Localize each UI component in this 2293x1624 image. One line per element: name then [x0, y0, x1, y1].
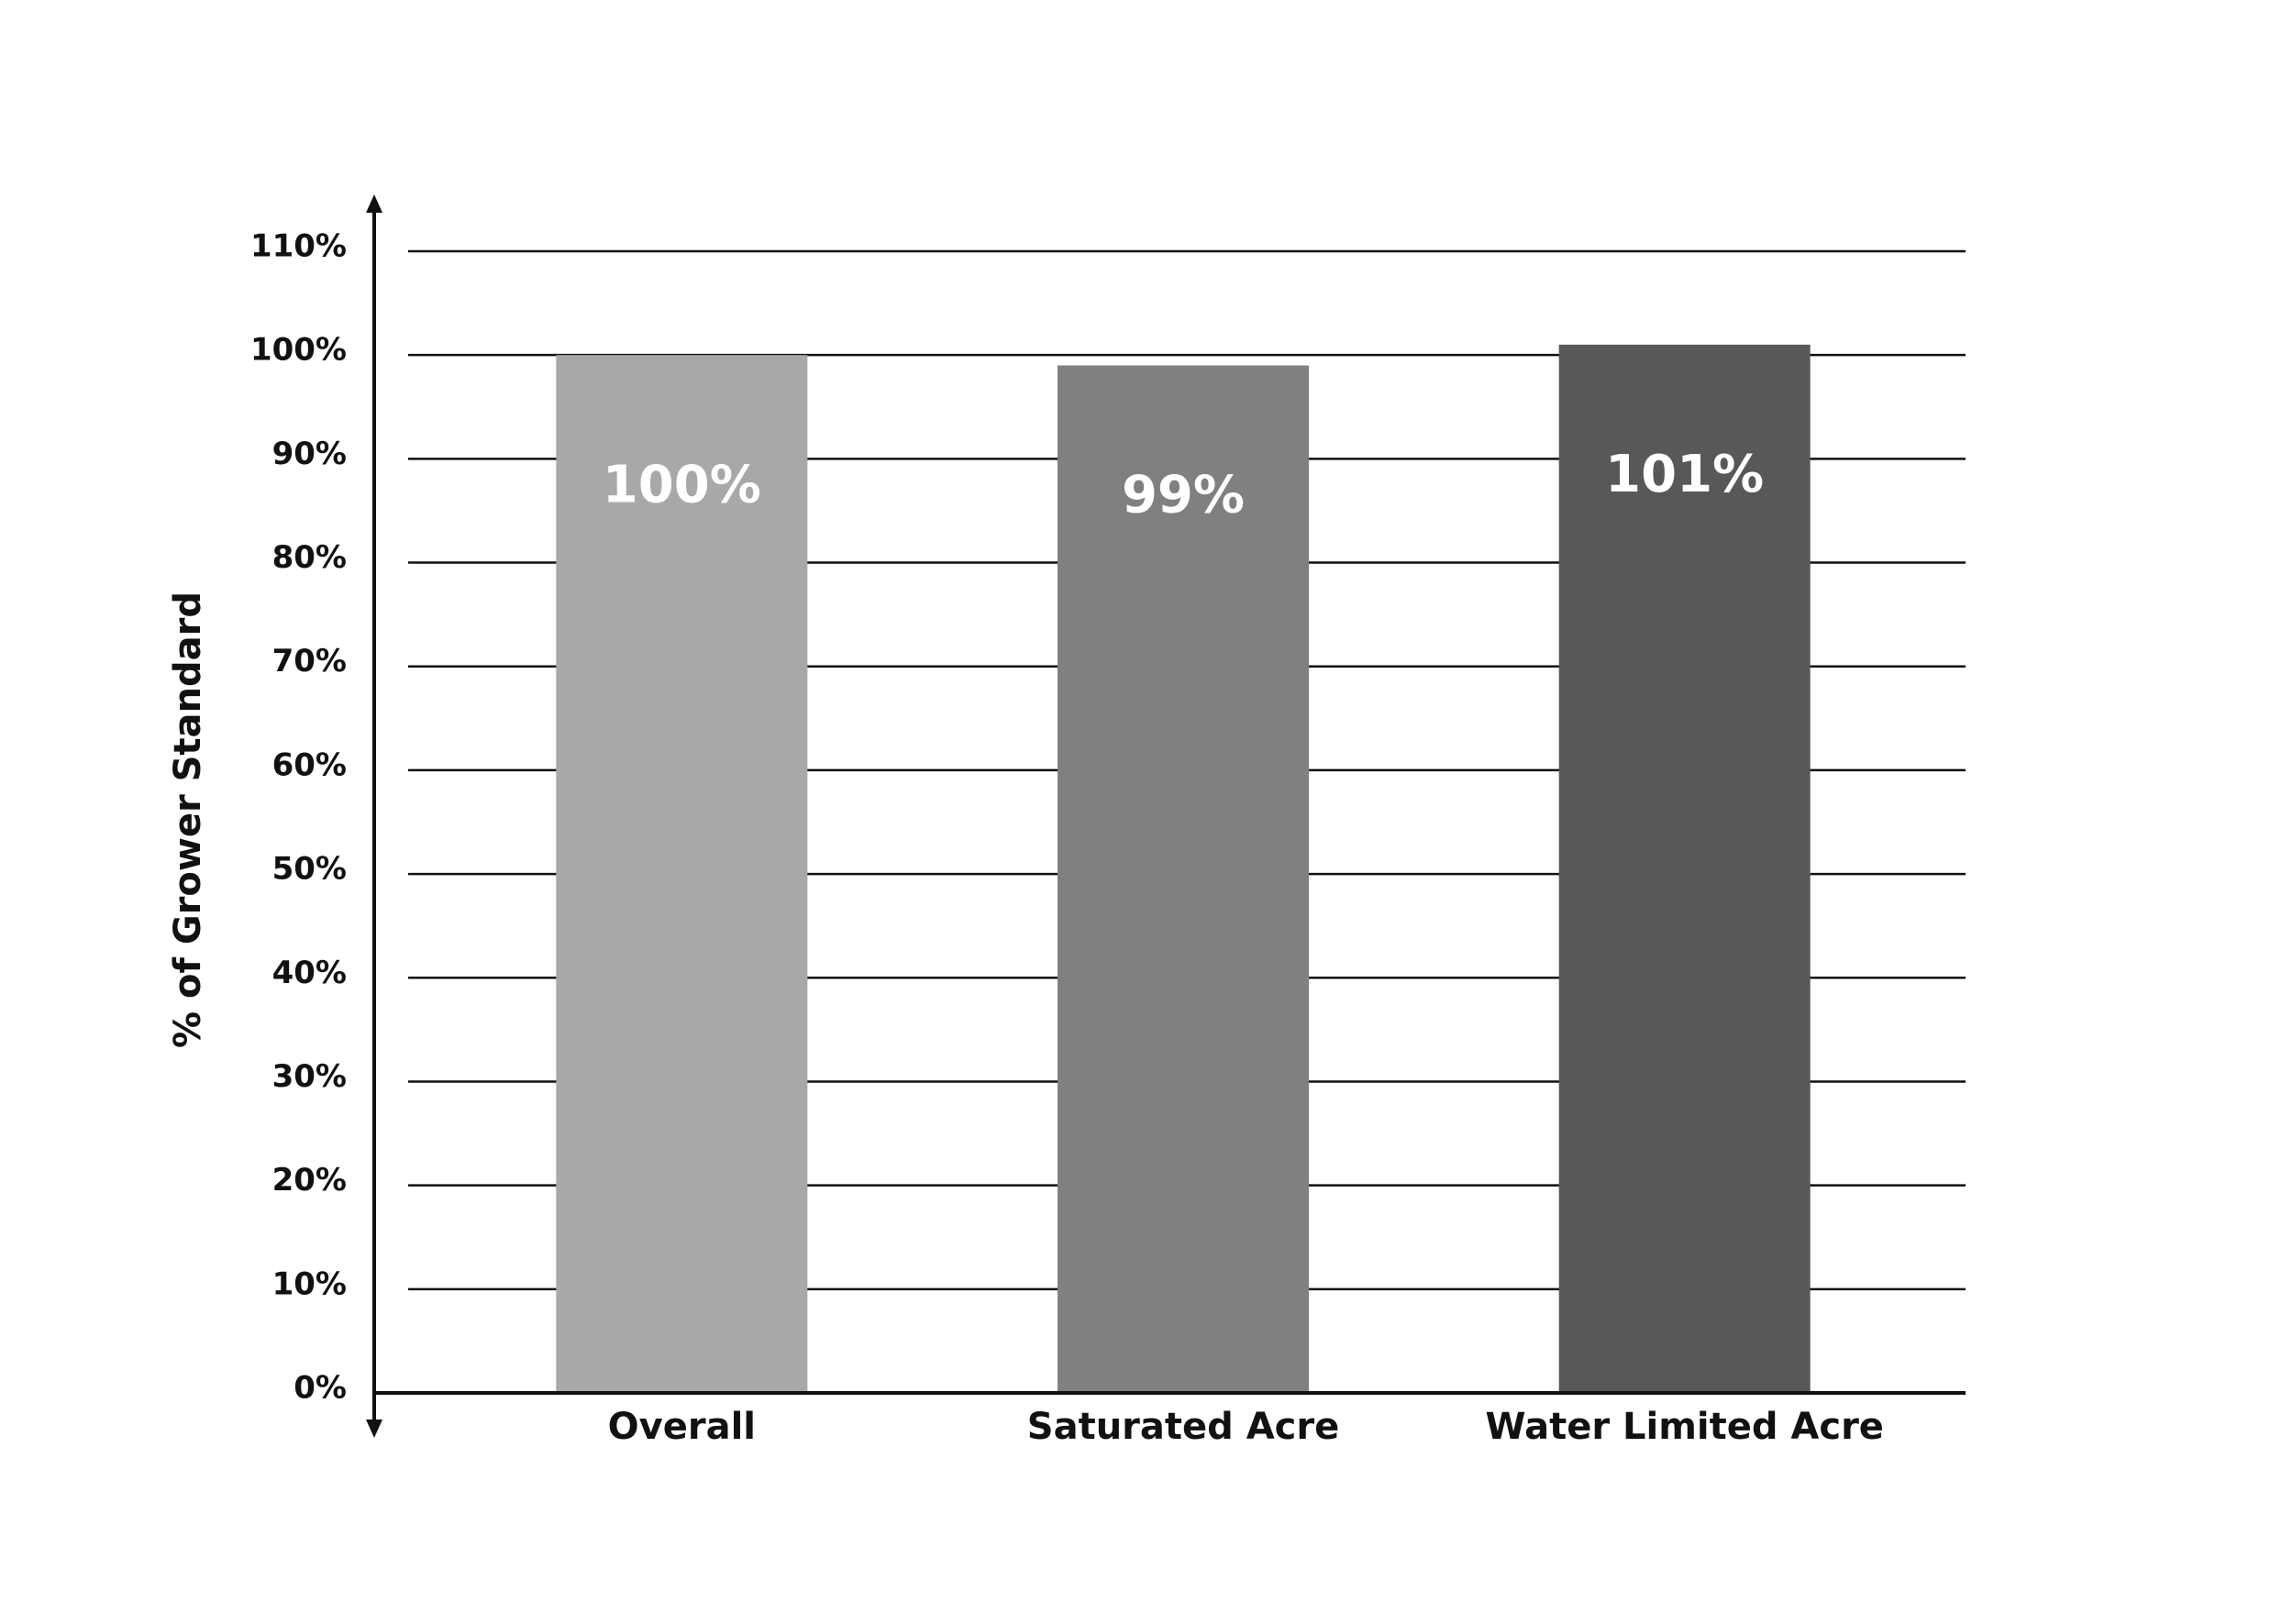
y-tick-label: 20%	[272, 1162, 347, 1199]
y-tick-label: 80%	[272, 539, 347, 576]
y-tick-label: 50%	[272, 851, 347, 888]
y-tick-label: 40%	[272, 955, 347, 991]
x-tick-label: Saturated Acre	[1027, 1406, 1339, 1448]
y-tick-label: 10%	[272, 1265, 347, 1302]
value-label: 101%	[1605, 445, 1764, 504]
y-tick-label: 30%	[272, 1058, 347, 1095]
bar	[1058, 365, 1309, 1393]
value-label: 100%	[603, 455, 761, 514]
y-tick-label: 90%	[272, 436, 347, 472]
y-axis-label: % of Grower Standard	[167, 591, 209, 1048]
axis-arrow-down	[366, 1420, 382, 1438]
x-tick-label: Overall	[608, 1406, 756, 1448]
x-tick-label: Water Limited Acre	[1485, 1406, 1884, 1448]
y-tick-label: 110%	[250, 228, 347, 265]
y-tick-label: 70%	[272, 643, 347, 679]
value-label: 99%	[1122, 466, 1245, 525]
y-tick-label: 100%	[250, 332, 347, 369]
y-tick-label: 60%	[272, 746, 347, 783]
bar	[556, 355, 808, 1393]
axis-arrow-up	[366, 194, 382, 213]
y-tick-label: 0%	[294, 1370, 347, 1407]
bar	[1558, 344, 1811, 1393]
